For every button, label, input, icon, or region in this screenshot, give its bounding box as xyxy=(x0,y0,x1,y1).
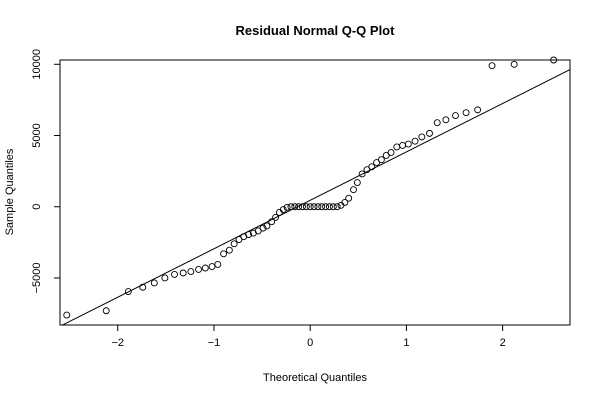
data-point xyxy=(341,199,349,206)
data-point xyxy=(291,203,299,211)
data-point xyxy=(179,269,187,277)
data-point xyxy=(452,112,459,120)
data-point xyxy=(411,137,419,145)
data-point xyxy=(214,260,222,268)
y-tick-label: 5000 xyxy=(31,123,43,147)
data-point xyxy=(442,116,450,124)
data-point xyxy=(350,186,357,194)
data-point xyxy=(161,274,169,282)
data-point xyxy=(474,106,482,114)
data-point xyxy=(353,179,361,186)
data-point xyxy=(287,203,295,211)
x-tick-label: −1 xyxy=(208,337,221,349)
data-point xyxy=(225,246,233,254)
data-point xyxy=(418,133,426,141)
data-point xyxy=(272,213,279,221)
x-axis: −2 −1 0 1 2 xyxy=(111,324,506,349)
data-point xyxy=(302,203,310,211)
data-point xyxy=(322,203,330,211)
data-point xyxy=(387,149,395,157)
data-point xyxy=(550,56,558,64)
data-point xyxy=(333,203,341,211)
data-point xyxy=(325,203,333,211)
data-point xyxy=(399,142,407,149)
data-point xyxy=(187,268,195,276)
data-point xyxy=(314,203,322,211)
data-point xyxy=(283,204,291,211)
data-point xyxy=(426,129,433,137)
data-point xyxy=(377,156,385,164)
data-point xyxy=(404,140,412,148)
data-point xyxy=(208,263,216,271)
data-point xyxy=(268,218,276,226)
data-point xyxy=(510,60,518,68)
data-point xyxy=(102,307,110,315)
data-point xyxy=(462,109,470,117)
data-point xyxy=(358,170,366,178)
y-tick-label: −5000 xyxy=(31,263,43,294)
data-point xyxy=(318,203,326,211)
data-point xyxy=(295,203,303,211)
data-point xyxy=(171,270,178,278)
reference-line xyxy=(61,69,570,325)
data-point xyxy=(433,119,441,127)
data-point xyxy=(263,222,271,230)
x-axis-label: Theoretical Quantiles xyxy=(263,372,367,384)
data-point xyxy=(220,250,228,258)
data-point xyxy=(230,240,238,248)
data-point xyxy=(345,194,353,202)
data-point xyxy=(150,279,158,287)
data-point xyxy=(488,62,496,70)
x-tick-label: −2 xyxy=(111,337,124,349)
y-axis-label: Sample Quantiles xyxy=(4,148,16,235)
data-point xyxy=(245,231,253,238)
plot-frame xyxy=(59,59,571,326)
data-point xyxy=(124,288,132,295)
data-point xyxy=(368,163,376,171)
data-point xyxy=(63,311,71,319)
x-tick-label: 1 xyxy=(403,337,409,349)
data-point xyxy=(279,206,287,214)
data-point xyxy=(195,265,203,273)
y-tick-label: 0 xyxy=(31,204,43,210)
x-tick-label: 2 xyxy=(500,337,506,349)
data-point xyxy=(393,143,401,151)
data-point xyxy=(259,224,267,232)
y-axis: −5000 0 5000 10000 xyxy=(31,49,61,294)
x-tick-label: 0 xyxy=(307,337,313,349)
data-point xyxy=(306,203,314,211)
chart-title: Residual Normal Q-Q Plot xyxy=(236,23,396,38)
data-point xyxy=(329,203,337,211)
data-point xyxy=(299,203,306,211)
y-tick-label: 10000 xyxy=(31,49,43,80)
data-point xyxy=(201,264,209,272)
data-point xyxy=(139,283,147,291)
data-point xyxy=(310,203,318,211)
